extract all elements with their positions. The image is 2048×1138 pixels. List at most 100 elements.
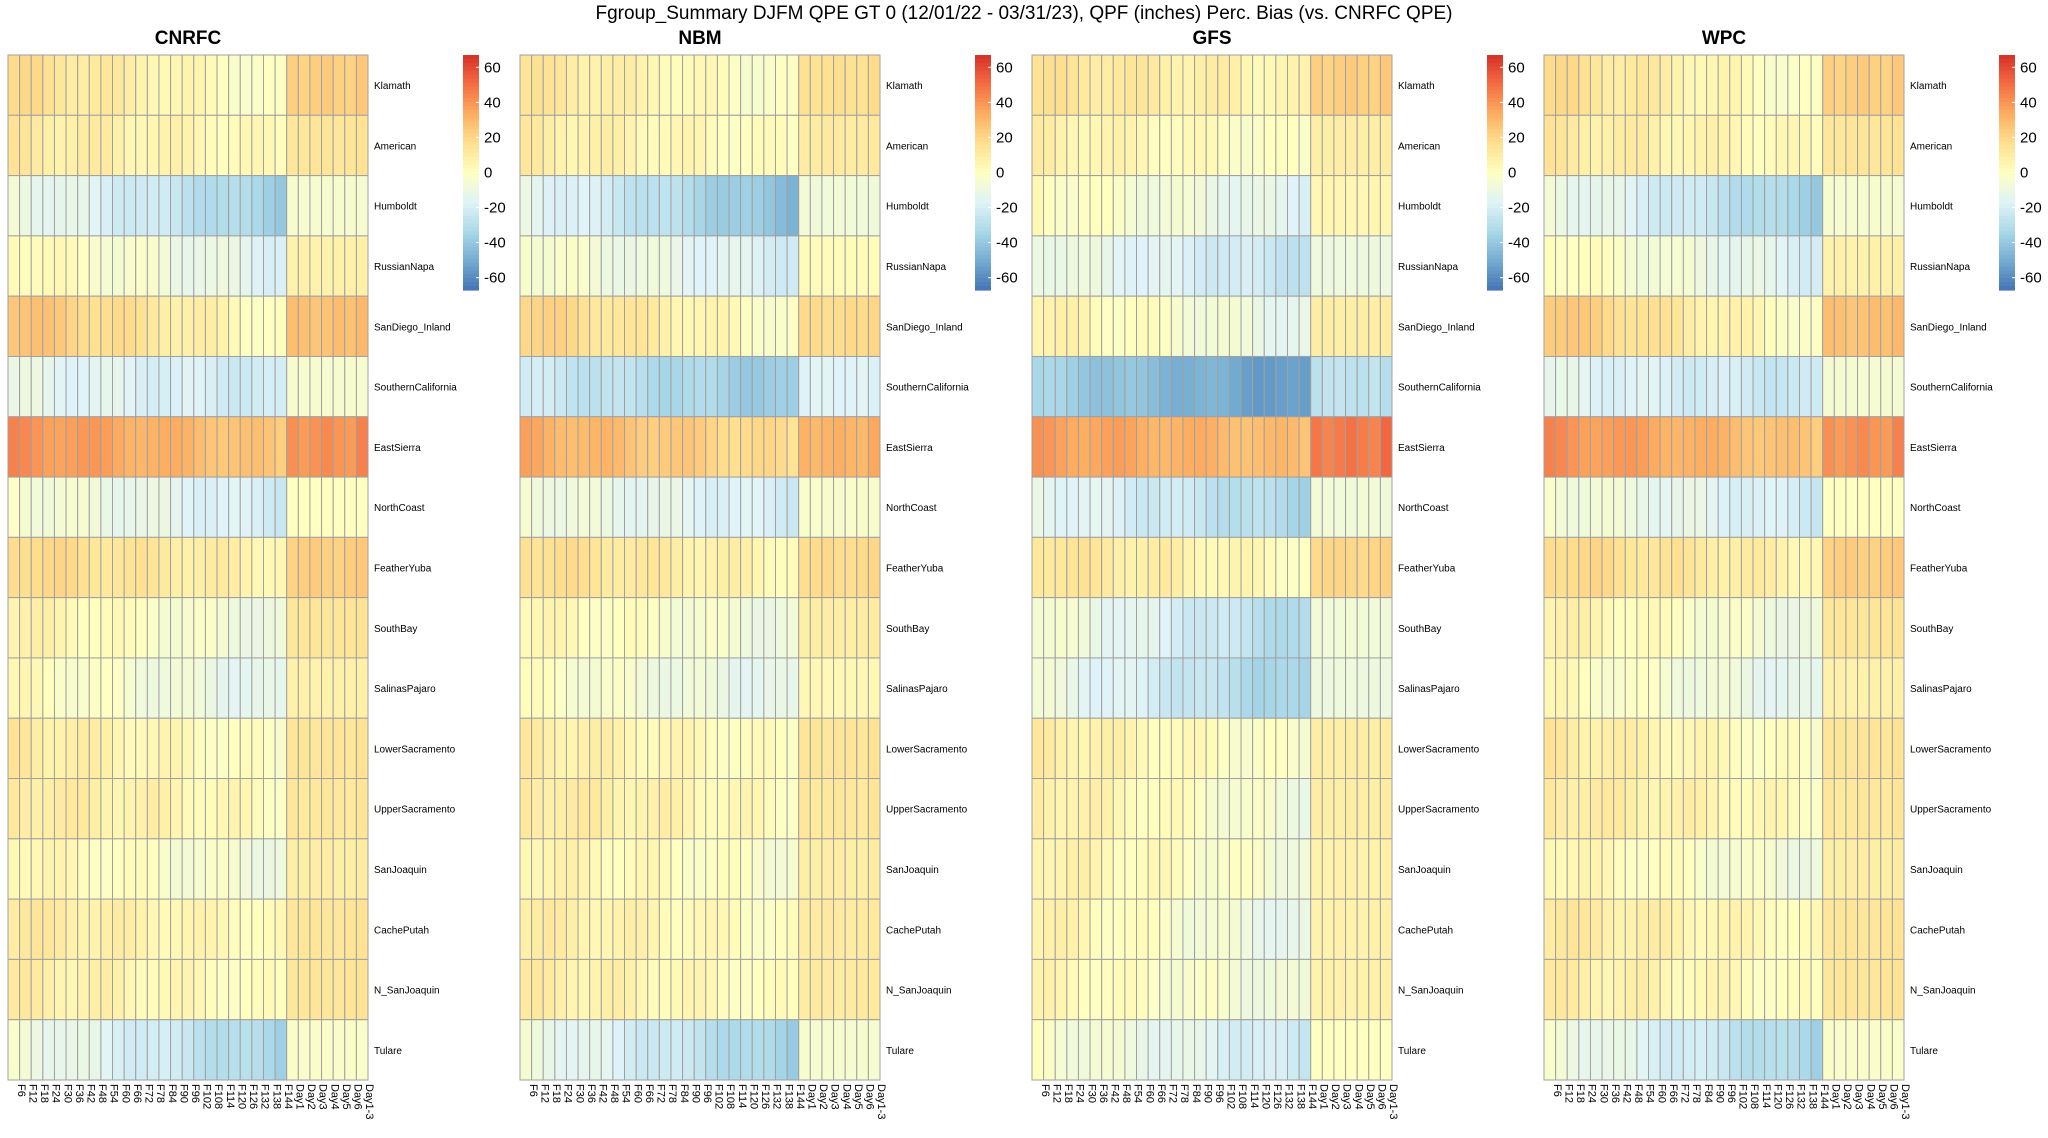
heatmap-cell (682, 235, 695, 297)
heatmap-cell (1205, 597, 1219, 659)
heatmap-cell (309, 657, 323, 719)
heatmap-cell (1845, 476, 1859, 538)
heatmap-cell (216, 898, 230, 960)
heatmap-cell (7, 416, 21, 478)
heatmap-cell (112, 175, 125, 237)
heatmap-cell (170, 657, 183, 719)
row-label: FeatherYuba (1398, 564, 1456, 575)
heatmap-cell (1845, 175, 1859, 237)
heatmap-cell (763, 778, 776, 840)
heatmap-cell (100, 54, 114, 116)
heatmap-cell (1868, 54, 1882, 116)
heatmap-cell (867, 54, 881, 116)
heatmap-cell (844, 597, 858, 659)
colorbar-tick-label: 60 (996, 59, 1013, 76)
row-label: American (886, 141, 928, 152)
colorbar-segment (1999, 94, 2015, 99)
heatmap-cell (1891, 597, 1905, 659)
heatmap-cell (647, 838, 660, 900)
heatmap-cell (135, 958, 148, 1021)
heatmap-cell (531, 295, 544, 357)
heatmap-cell (1136, 476, 1149, 538)
heatmap-cell (77, 476, 90, 538)
heatmap-cell (309, 416, 323, 478)
heatmap-cell (1868, 114, 1882, 177)
heatmap-cell (635, 416, 649, 478)
heatmap-cell (531, 657, 544, 719)
heatmap-cell (531, 235, 544, 297)
heatmap-cell (1054, 54, 1068, 116)
heatmap-cell (1252, 778, 1265, 840)
column-label: F6 (527, 1084, 539, 1097)
heatmap-cell (624, 1019, 637, 1081)
heatmap-cell (1857, 778, 1870, 840)
heatmap-cell (1659, 1019, 1673, 1081)
heatmap-cell (344, 416, 357, 478)
heatmap-cell (1298, 657, 1312, 719)
heatmap-cell (647, 958, 660, 1021)
heatmap-cell (1240, 295, 1254, 357)
heatmap-cell (193, 1019, 206, 1081)
heatmap-cell (1089, 235, 1103, 297)
heatmap-cell (1636, 536, 1650, 599)
colorbar-tick-label: 40 (484, 94, 501, 111)
heatmap-cell (65, 838, 79, 900)
heatmap-cell (589, 114, 602, 177)
heatmap-cell (1798, 838, 1812, 900)
heatmap-cell (1706, 717, 1719, 780)
heatmap-cell (821, 54, 835, 116)
heatmap-cell (1659, 536, 1673, 599)
colorbar-segment (463, 282, 479, 287)
heatmap-cell (1217, 657, 1230, 719)
heatmap-cell (1136, 838, 1149, 900)
heatmap-cell (1810, 175, 1824, 237)
heatmap-cell (1822, 838, 1835, 900)
heatmap-cell (262, 54, 276, 116)
heatmap-cell (228, 355, 241, 418)
heatmap-cell (216, 597, 230, 659)
column-label: F84 (1190, 1084, 1202, 1103)
heatmap-cell (1555, 175, 1568, 237)
colorbar-segment (1999, 180, 2015, 185)
heatmap-cell (309, 355, 323, 418)
heatmap-cell (763, 476, 776, 538)
heatmap-cell (1333, 778, 1347, 840)
heatmap-cell (1555, 536, 1568, 599)
heatmap-cell (821, 898, 835, 960)
heatmap-cell (146, 114, 160, 177)
heatmap-cell (1228, 355, 1242, 418)
heatmap-cell (1275, 958, 1288, 1021)
heatmap-cell (158, 958, 172, 1021)
heatmap-cell (1717, 1019, 1731, 1081)
heatmap-cell (1659, 476, 1673, 538)
heatmap-cell (1182, 355, 1196, 418)
colorbar-segment (1487, 78, 1503, 84)
heatmap-cell (1379, 597, 1393, 659)
heatmap-cell (716, 476, 730, 538)
heatmap-cell (228, 416, 241, 478)
heatmap-cell (1263, 114, 1277, 177)
colorbar-segment (1487, 102, 1503, 107)
heatmap-cell (774, 355, 788, 418)
heatmap-cell (577, 476, 591, 538)
heatmap-cell (332, 958, 346, 1021)
heatmap-cell (1624, 778, 1638, 840)
heatmap-cell (1613, 54, 1626, 116)
heatmap-cell (1356, 175, 1370, 237)
heatmap-cell (1194, 1019, 1207, 1081)
heatmap-cell (100, 175, 114, 237)
heatmap-cell (262, 175, 276, 237)
heatmap-cell (774, 235, 788, 297)
colorbar-segment (463, 270, 479, 275)
heatmap-cell (647, 295, 660, 357)
heatmap-cell (705, 114, 718, 177)
colorbar-segment (1999, 102, 2015, 107)
heatmap-cell (542, 416, 556, 478)
colorbar-segment (463, 141, 479, 146)
colorbar-segment (463, 78, 479, 84)
heatmap-cell (1682, 54, 1696, 116)
colorbar-segment (975, 219, 991, 225)
heatmap-cell (1717, 898, 1731, 960)
column-label: Day2 (305, 1084, 317, 1110)
heatmap-cell (716, 355, 730, 418)
